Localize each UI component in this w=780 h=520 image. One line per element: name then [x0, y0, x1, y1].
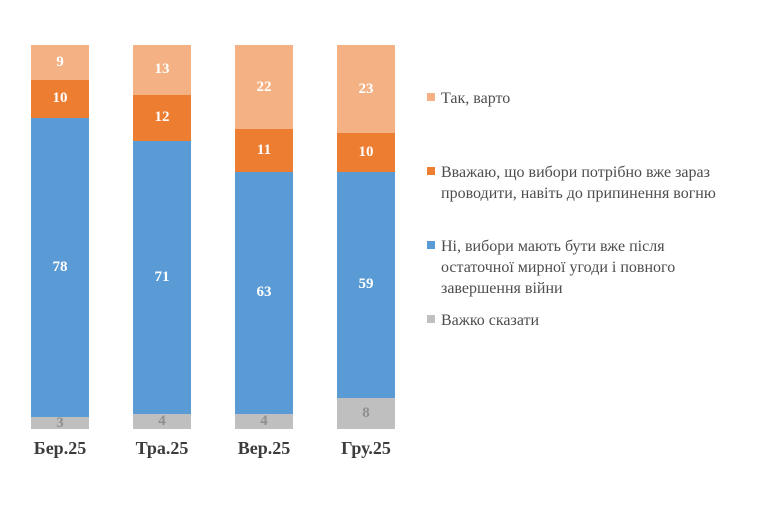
category-label: Вер.25 — [237, 438, 291, 458]
bar-segment: 13 — [133, 45, 191, 95]
bar-segment: 63 — [235, 171, 293, 414]
legend-label: Важко сказати — [441, 312, 540, 329]
bar-segment: 4 — [235, 412, 293, 429]
bar-value-label: 4 — [158, 412, 166, 429]
legend-label: Вважаю, що вибори потрібно вже зараз про… — [441, 164, 716, 202]
category-axis: Бер.25 Тра.25 Вер.25 Гру.25 — [31, 438, 395, 459]
chart-legend: Так, варто Вважаю, що вибори потрібно вже… — [427, 0, 776, 520]
bar-segment: 22 — [235, 45, 293, 130]
bar-value-label: 8 — [362, 405, 370, 422]
bar-segment: 9 — [31, 45, 89, 80]
legend-color-swatch — [427, 241, 435, 249]
bar-column: 9 10 78 3 — [31, 45, 89, 431]
bar-segment: 23 — [337, 45, 395, 134]
legend-item: Ні, вибори мають бути вже після остаточн… — [427, 236, 776, 299]
legend-color-swatch — [427, 315, 435, 323]
bar-value-label: 59 — [358, 276, 374, 293]
plot-area: 9 10 78 3 13 12 71 4 22 11 63 4 23 10 59 8 — [31, 45, 395, 431]
bar-value-label: 23 — [358, 80, 374, 97]
bar-segment: 11 — [235, 129, 293, 172]
legend-label: Ні, вибори мають бути вже після остаточн… — [441, 238, 676, 297]
bar-value-label: 63 — [256, 284, 272, 301]
bar-value-label: 3 — [56, 414, 64, 431]
bar-column: 22 11 63 4 — [235, 45, 293, 429]
bar-value-label: 22 — [256, 78, 272, 95]
bar-segment: 10 — [337, 133, 395, 172]
bar-value-label: 12 — [154, 109, 170, 126]
bar-value-label: 71 — [154, 268, 170, 285]
bar-segment: 8 — [337, 398, 395, 429]
bar-value-label: 4 — [260, 412, 268, 429]
bar-value-label: 10 — [358, 144, 374, 160]
legend-item: Важко сказати — [427, 310, 776, 331]
bar-value-label: 11 — [256, 142, 272, 159]
bar-segment: 78 — [31, 117, 89, 418]
legend-color-swatch — [427, 167, 435, 175]
legend-color-swatch — [427, 93, 435, 101]
category-label: Тра.25 — [135, 438, 189, 458]
legend-label: Так, варто — [441, 90, 511, 107]
bar-segment: 71 — [133, 140, 191, 414]
bar-value-label: 10 — [52, 90, 68, 107]
bar-segment: 10 — [31, 79, 89, 118]
bar-column: 13 12 71 4 — [133, 45, 191, 429]
legend-item: Так, варто — [427, 88, 776, 109]
category-label: Бер.25 — [33, 438, 87, 458]
legend-item: Вважаю, що вибори потрібно вже зараз про… — [427, 162, 776, 204]
bar-segment: 12 — [133, 94, 191, 141]
category-label: Гру.25 — [341, 438, 391, 458]
bar-segment: 3 — [31, 414, 89, 431]
bar-column: 23 10 59 8 — [337, 45, 395, 429]
bar-segment: 4 — [133, 412, 191, 429]
bar-value-label: 13 — [154, 61, 170, 78]
bar-value-label: 78 — [52, 259, 68, 276]
bar-segment: 59 — [337, 171, 395, 399]
bar-value-label: 9 — [56, 53, 64, 70]
